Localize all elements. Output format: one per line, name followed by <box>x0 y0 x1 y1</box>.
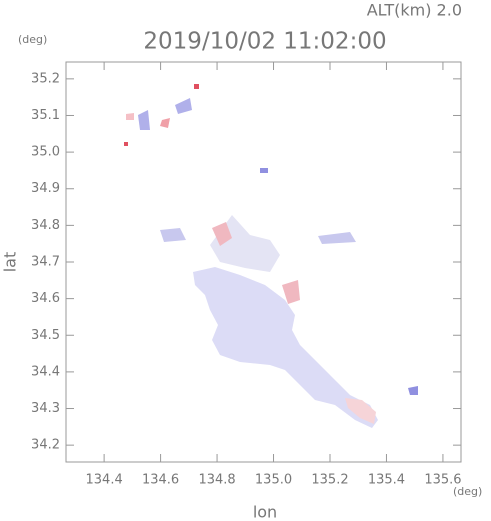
x-tick-label: 135.0 <box>255 473 292 488</box>
y-tick-label: 35.0 <box>31 145 60 160</box>
echo-area <box>408 386 418 395</box>
y-tick-label: 35.2 <box>31 71 60 86</box>
echo-area <box>212 222 232 246</box>
y-tick-label: 34.9 <box>31 181 60 196</box>
x-tick-label: 135.4 <box>368 473 405 488</box>
y-unit: (deg) <box>18 33 47 46</box>
altitude-label: ALT(km) 2.0 <box>367 1 462 20</box>
x-tick-label: 135.6 <box>424 473 461 488</box>
y-tick-label: 35.1 <box>31 108 60 123</box>
echo-area <box>126 113 134 120</box>
echo-area <box>345 398 376 424</box>
x-unit: (deg) <box>453 485 482 498</box>
echo-area <box>282 280 300 304</box>
echo-area <box>124 142 128 146</box>
echo-area <box>160 228 186 242</box>
x-axis-label: lon <box>253 503 277 521</box>
y-tick-label: 34.4 <box>31 364 60 379</box>
echo-area <box>160 118 170 128</box>
y-tick-label: 34.7 <box>31 255 60 270</box>
y-tick-label: 34.8 <box>31 218 60 233</box>
x-tick-label: 134.8 <box>198 473 235 488</box>
x-tick-label: 134.6 <box>142 473 179 488</box>
y-tick-label: 34.2 <box>31 438 60 453</box>
echo-area <box>138 110 150 130</box>
echo-area <box>260 168 268 173</box>
echoes <box>124 84 418 428</box>
x-tick-label: 135.2 <box>311 473 348 488</box>
echo-area <box>318 232 356 244</box>
y-tick-label: 34.5 <box>31 328 60 343</box>
y-tick-label: 34.6 <box>31 291 60 306</box>
echo-area <box>194 84 199 89</box>
x-tick-label: 134.4 <box>86 473 123 488</box>
chart-title: 2019/10/02 11:02:00 <box>143 29 386 55</box>
echo-area <box>175 98 192 114</box>
y-tick-label: 34.3 <box>31 401 60 416</box>
y-axis-label: lat <box>1 252 20 273</box>
echo-area <box>193 267 378 428</box>
